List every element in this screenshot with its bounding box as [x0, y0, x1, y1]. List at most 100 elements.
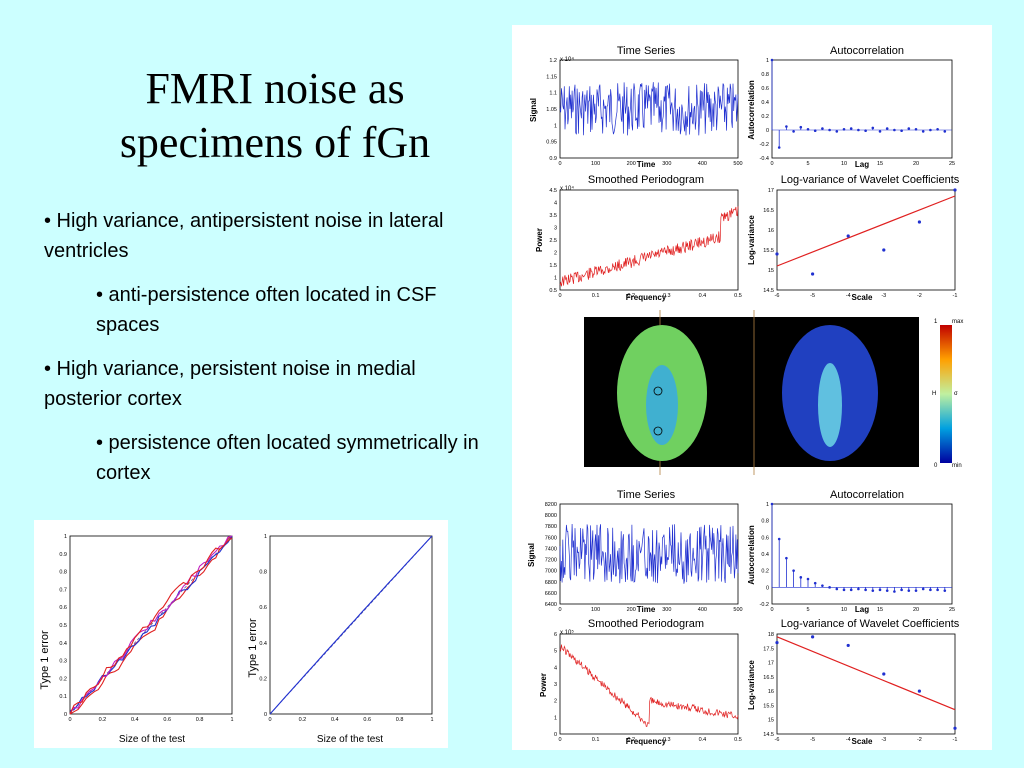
- top-ac-marker: [878, 130, 882, 133]
- type1-right-ytick: 0.8: [259, 570, 267, 576]
- top-ts-ylabel: Signal: [529, 98, 538, 122]
- bottom-sp-xtick: 0: [558, 737, 561, 743]
- bottom-ac-marker: [777, 537, 781, 541]
- bottom-ts-ytick: 6600: [545, 591, 557, 597]
- bottom-ac-marker: [785, 556, 788, 560]
- bottom-ac-title: Autocorrelation: [830, 489, 904, 501]
- bottom-ts-ytick: 8000: [545, 513, 557, 519]
- bottom-ac-xtick: 10: [841, 607, 847, 613]
- bottom-ts-ytick: 7000: [545, 569, 557, 575]
- top-ac-marker: [914, 128, 918, 131]
- bottom-ac-ytick: 1: [766, 502, 769, 508]
- top-ac-marker: [835, 130, 839, 133]
- top-wv-ytick: 15: [768, 268, 774, 274]
- top-ac-xtick: 25: [949, 161, 955, 167]
- type1-error-svg: 10.90.80.70.60.50.40.30.20.100 0.2 0.4 0.6 0…: [39, 534, 434, 745]
- top-ac-ytick: 1: [766, 58, 769, 64]
- bottom-ac-marker: [871, 589, 875, 592]
- bottom-sp-ylabel: Power: [539, 673, 548, 697]
- bottom-ac-marker: [821, 584, 824, 587]
- top-ac-xtick: 15: [877, 161, 883, 167]
- top-ac-ytick: 0: [766, 128, 769, 134]
- brain-h-map-ventricle: [646, 365, 678, 445]
- top-ac-ytick: -0.2: [760, 142, 769, 148]
- top-sp-ytick: 1.5: [549, 263, 557, 269]
- bottom-wv-title: Log-variance of Wavelet Coefficients: [781, 618, 960, 630]
- bottom-ts-ytick: 7200: [545, 558, 557, 564]
- bottom-wv-ytick: 16: [768, 689, 774, 695]
- bottom-ac-marker: [828, 586, 831, 589]
- bottom-ac-marker: [914, 589, 918, 592]
- top-sp-line: [559, 206, 739, 287]
- bottom-ac-marker: [921, 587, 925, 591]
- top-ac-marker: [893, 128, 896, 132]
- top-ts-ytick: 1.1: [549, 91, 557, 97]
- bottom-sp-xtick: 0.2: [627, 737, 635, 743]
- top-ac-xtick: 0: [770, 161, 773, 167]
- top-sp-title: Smoothed Periodogram: [588, 174, 704, 186]
- top-sp-ytick: 1: [554, 276, 557, 282]
- top-wv-point: [953, 188, 957, 192]
- bottom-ac-ytick: -0.2: [760, 602, 769, 608]
- type1-left-ytick: 0.9: [59, 552, 67, 558]
- type1-left-ytick: 0.6: [59, 605, 67, 611]
- bottom-wv-ytick: 15.5: [763, 703, 774, 709]
- analysis-figure: 1.2 1.15 1.1 1.05 1 0.95 0.9 0 100 200 300 400 500 1 0…: [512, 25, 992, 750]
- bottom-wv-xtick: -1: [953, 737, 958, 743]
- type1-right-ytick: 0.4: [259, 641, 267, 647]
- top-ac-marker: [929, 128, 932, 132]
- type1-left-ytick: 0.1: [59, 694, 67, 700]
- bottom-ts-xtick: 200: [627, 607, 636, 613]
- type1-right-xtick: 1: [430, 717, 433, 723]
- top-ac-ytick: 0.6: [761, 86, 769, 92]
- bottom-ts-xtick: 0: [558, 607, 561, 613]
- bottom-wv-xtick: -2: [917, 737, 922, 743]
- bottom-sp-xlabel: Frequency: [626, 737, 667, 746]
- top-ac-title: Autocorrelation: [830, 45, 904, 57]
- bottom-ac-marker: [929, 588, 932, 592]
- bottom-sp-xtick: 0.5: [734, 737, 742, 743]
- bottom-ts-xtick: 300: [662, 607, 671, 613]
- top-wv-xtick: -1: [953, 293, 958, 299]
- top-ac-marker: [777, 146, 781, 149]
- top-wv-point: [775, 252, 779, 256]
- top-ac-marker: [936, 128, 939, 131]
- bottom-sp-xtick: 0.3: [663, 737, 671, 743]
- bottom-wv-xtick: -4: [846, 737, 851, 743]
- type1-left-frame: [69, 535, 233, 715]
- bottom-sp-title: Smoothed Periodogram: [588, 618, 704, 630]
- top-ts-ytick: 1.15: [546, 74, 557, 80]
- top-wv-ytick: 15.5: [763, 248, 774, 254]
- top-sp-ytick: 3.5: [549, 213, 557, 219]
- top-sp-ytick: 2: [554, 251, 557, 257]
- bottom-ac-marker: [900, 588, 903, 592]
- top-ac-ylabel: Autocorrelation: [747, 80, 756, 140]
- top-sp-frame: [559, 189, 739, 291]
- type1-left-plot: 1 0.9 0.8 0.7 0.6 0.5 0.4 0.3 0.2 0.1 00 0.2 0.4 0.6 0…: [59, 534, 233, 723]
- bottom-wv-ytick: 15: [768, 718, 774, 724]
- bottom-ac-marker: [943, 589, 947, 592]
- bottom-wv-ytick: 16.5: [763, 675, 774, 681]
- bottom-wv-ylabel: Log-variance: [747, 660, 756, 710]
- top-sp-xtick: 0.3: [663, 293, 671, 299]
- bottom-ac-ytick: 0.6: [761, 535, 769, 541]
- top-ac-ytick: 0.4: [761, 100, 769, 106]
- top-ac-marker: [849, 127, 853, 130]
- top-wv-point: [811, 272, 815, 276]
- bottom-ts-ytick: 7400: [545, 546, 557, 552]
- top-ts-exponent: x 10⁴: [560, 56, 574, 63]
- type1-error-figure: 1 0.9 0.8 0.7 0.6 0.5 0.4 0.3 0.2 0.1 0 0 0.2 0.4 0.6 0…: [34, 520, 448, 748]
- bottom-ac-marker: [806, 577, 810, 581]
- type1-right-ytick: 0: [264, 712, 267, 718]
- bottom-wv-point: [917, 689, 921, 693]
- top-ac-ytick: 0.8: [761, 72, 769, 78]
- bottom-ac-ytick: 0.4: [761, 552, 769, 558]
- bottom-ts-ytick: 8200: [545, 502, 557, 508]
- top-sp-ytick: 4.5: [549, 188, 557, 194]
- title-line-2: specimens of fGn: [119, 118, 431, 167]
- type1-right-frame: [269, 535, 433, 715]
- type1-left-curve: [69, 537, 233, 715]
- top-ac-ytick: -0.4: [760, 156, 769, 162]
- bottom-sp-xtick: 0.1: [592, 737, 600, 743]
